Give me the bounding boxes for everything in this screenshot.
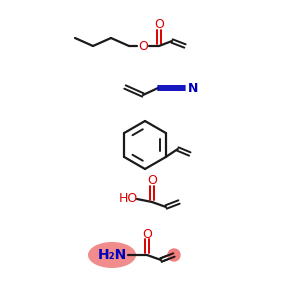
Text: O: O bbox=[154, 19, 164, 32]
Text: O: O bbox=[142, 227, 152, 241]
Text: H₂N: H₂N bbox=[98, 248, 127, 262]
Ellipse shape bbox=[88, 242, 136, 268]
Text: O: O bbox=[147, 175, 157, 188]
Circle shape bbox=[168, 249, 180, 261]
Text: N: N bbox=[188, 82, 198, 94]
Text: O: O bbox=[138, 40, 148, 52]
Text: HO: HO bbox=[118, 193, 138, 206]
